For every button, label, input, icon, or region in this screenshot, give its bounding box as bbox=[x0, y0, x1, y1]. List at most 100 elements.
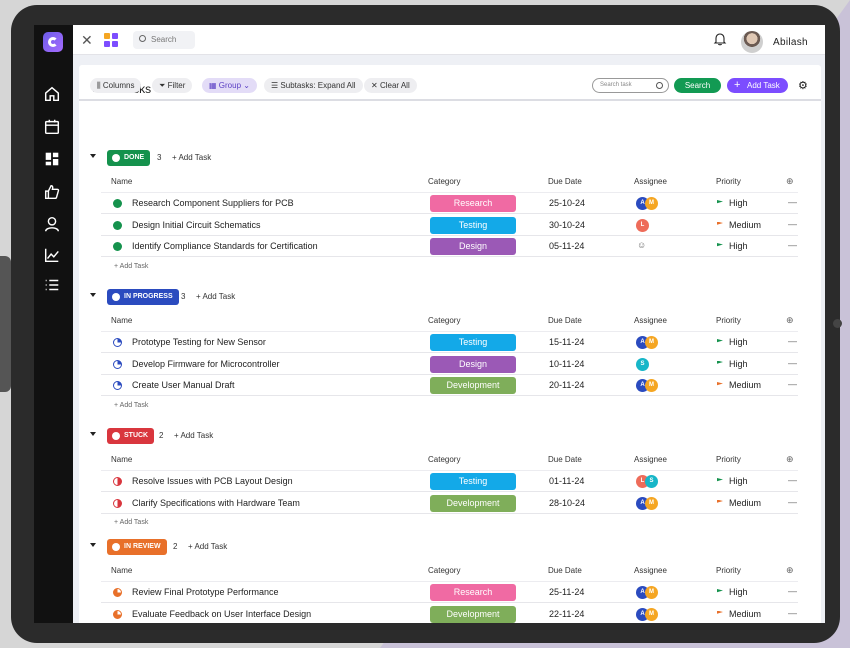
category-tag[interactable]: Design bbox=[430, 238, 516, 255]
task-name[interactable]: Evaluate Feedback on User Interface Desi… bbox=[132, 608, 312, 619]
row-menu[interactable]: — bbox=[788, 475, 797, 485]
category-tag[interactable]: Development bbox=[430, 377, 516, 394]
status-icon[interactable] bbox=[113, 242, 122, 251]
row-menu[interactable]: — bbox=[788, 586, 797, 596]
task-row[interactable]: Create User Manual Draft Development 20-11… bbox=[101, 375, 798, 396]
priority-cell[interactable]: High bbox=[717, 337, 748, 347]
add-task-row-button[interactable]: + Add Task bbox=[114, 262, 149, 270]
column-assignee[interactable]: Assignee bbox=[634, 177, 667, 186]
status-icon[interactable] bbox=[113, 498, 122, 508]
priority-cell[interactable]: High bbox=[717, 476, 748, 486]
due-date[interactable]: 28-10-24 bbox=[549, 497, 586, 508]
column-priority[interactable]: Priority bbox=[716, 316, 741, 325]
add-column-icon[interactable]: ⊕ bbox=[786, 315, 794, 325]
task-row[interactable]: Develop Firmware for Microcontroller Desi… bbox=[101, 354, 798, 375]
task-row[interactable]: Prototype Testing for New Sensor Testing 1… bbox=[101, 332, 798, 353]
category-tag[interactable]: Research bbox=[430, 195, 516, 212]
dashboard-icon[interactable] bbox=[43, 150, 63, 170]
settings-gear-icon[interactable]: ⚙ bbox=[798, 80, 808, 92]
chart-icon[interactable] bbox=[43, 246, 63, 266]
row-menu[interactable]: — bbox=[788, 496, 797, 507]
group-button[interactable]: ▦ Group ⌄ bbox=[202, 78, 257, 93]
status-badge[interactable]: STUCK bbox=[107, 428, 155, 444]
status-icon[interactable] bbox=[113, 609, 122, 619]
column-category[interactable]: Category bbox=[428, 455, 461, 464]
category-tag[interactable]: Development bbox=[430, 494, 516, 512]
add-task-button[interactable]: + Add Task bbox=[727, 78, 788, 93]
add-column-icon[interactable]: ⊕ bbox=[786, 454, 794, 464]
column-assignee[interactable]: Assignee bbox=[634, 316, 667, 325]
column-priority[interactable]: Priority bbox=[716, 455, 741, 464]
task-name[interactable]: Create User Manual Draft bbox=[132, 380, 235, 390]
assignee-cell[interactable]: ☺ bbox=[636, 240, 666, 253]
row-menu[interactable]: — bbox=[788, 218, 797, 229]
status-icon[interactable] bbox=[113, 220, 122, 230]
add-task-row-button[interactable]: + Add Task bbox=[114, 401, 149, 409]
task-name[interactable]: Identify Compliance Standards for Certif… bbox=[132, 241, 318, 251]
category-tag[interactable]: Research bbox=[430, 584, 516, 601]
group-add-task-button[interactable]: + Add Task bbox=[188, 542, 228, 551]
column-priority[interactable]: Priority bbox=[716, 177, 741, 186]
column-category[interactable]: Category bbox=[428, 316, 461, 325]
assignee-cell[interactable]: L bbox=[636, 218, 666, 232]
due-date[interactable]: 25-10-24 bbox=[549, 198, 586, 208]
column-category[interactable]: Category bbox=[428, 177, 461, 186]
column-priority[interactable]: Priority bbox=[716, 566, 741, 575]
due-date[interactable]: 20-11-24 bbox=[549, 380, 585, 390]
status-icon[interactable] bbox=[113, 381, 122, 390]
group-add-task-button[interactable]: + Add Task bbox=[174, 431, 214, 440]
priority-cell[interactable]: Medium bbox=[717, 609, 761, 619]
task-name[interactable]: Clarify Specifications with Hardware Tea… bbox=[132, 497, 300, 508]
group-add-task-button[interactable]: + Add Task bbox=[196, 292, 236, 301]
clear-all-button[interactable]: ✕ Clear All bbox=[364, 78, 417, 93]
columns-button[interactable]: ⫼ Columns bbox=[90, 78, 142, 93]
user-icon[interactable] bbox=[43, 215, 63, 235]
category-tag[interactable]: Testing bbox=[430, 216, 516, 234]
collapse-caret-icon[interactable] bbox=[90, 154, 96, 158]
collapse-caret-icon[interactable] bbox=[90, 432, 96, 436]
priority-cell[interactable]: High bbox=[717, 359, 748, 369]
collapse-caret-icon[interactable] bbox=[90, 293, 96, 297]
collapse-caret-icon[interactable] bbox=[90, 543, 96, 547]
priority-cell[interactable]: Medium bbox=[717, 498, 761, 508]
due-date[interactable]: 10-11-24 bbox=[549, 358, 585, 369]
task-row[interactable]: Identify Compliance Standards for Certif… bbox=[101, 236, 798, 257]
search-button[interactable]: Search bbox=[674, 78, 721, 93]
row-menu[interactable]: — bbox=[788, 607, 797, 618]
category-tag[interactable]: Testing bbox=[430, 473, 516, 490]
status-icon[interactable] bbox=[113, 199, 122, 208]
assignee-avatar[interactable]: M bbox=[645, 496, 658, 510]
assignee-avatar[interactable]: M bbox=[645, 607, 658, 621]
column-due-date[interactable]: Due Date bbox=[548, 455, 582, 464]
task-row[interactable]: Design Initial Circuit Schematics Testing… bbox=[101, 215, 798, 236]
category-tag[interactable]: Testing bbox=[430, 334, 516, 351]
row-menu[interactable]: — bbox=[788, 240, 797, 250]
status-badge[interactable]: IN REVIEW bbox=[107, 539, 167, 555]
status-icon[interactable] bbox=[113, 359, 122, 369]
task-name[interactable]: Prototype Testing for New Sensor bbox=[132, 337, 266, 347]
calendar-icon[interactable] bbox=[43, 118, 63, 138]
task-row[interactable]: Clarify Specifications with Hardware Tea… bbox=[101, 493, 798, 514]
column-due-date[interactable]: Due Date bbox=[548, 316, 582, 325]
status-icon[interactable] bbox=[113, 338, 122, 347]
due-date[interactable]: 15-11-24 bbox=[549, 337, 585, 347]
priority-cell[interactable]: Medium bbox=[717, 220, 761, 230]
task-name[interactable]: Research Component Suppliers for PCB bbox=[132, 198, 294, 208]
priority-cell[interactable]: Medium bbox=[717, 380, 761, 390]
assignee-avatar[interactable]: M bbox=[645, 336, 658, 349]
task-name[interactable]: Resolve Issues with PCB Layout Design bbox=[132, 476, 293, 486]
category-tag[interactable]: Design bbox=[430, 355, 516, 373]
column-name[interactable]: Name bbox=[111, 566, 133, 575]
column-assignee[interactable]: Assignee bbox=[634, 566, 667, 575]
assignee-cell[interactable]: S bbox=[636, 357, 666, 371]
task-row[interactable]: Evaluate Feedback on User Interface Desi… bbox=[101, 604, 798, 624]
due-date[interactable]: 01-11-24 bbox=[549, 476, 585, 486]
status-badge[interactable]: IN PROGRESS bbox=[107, 289, 179, 305]
